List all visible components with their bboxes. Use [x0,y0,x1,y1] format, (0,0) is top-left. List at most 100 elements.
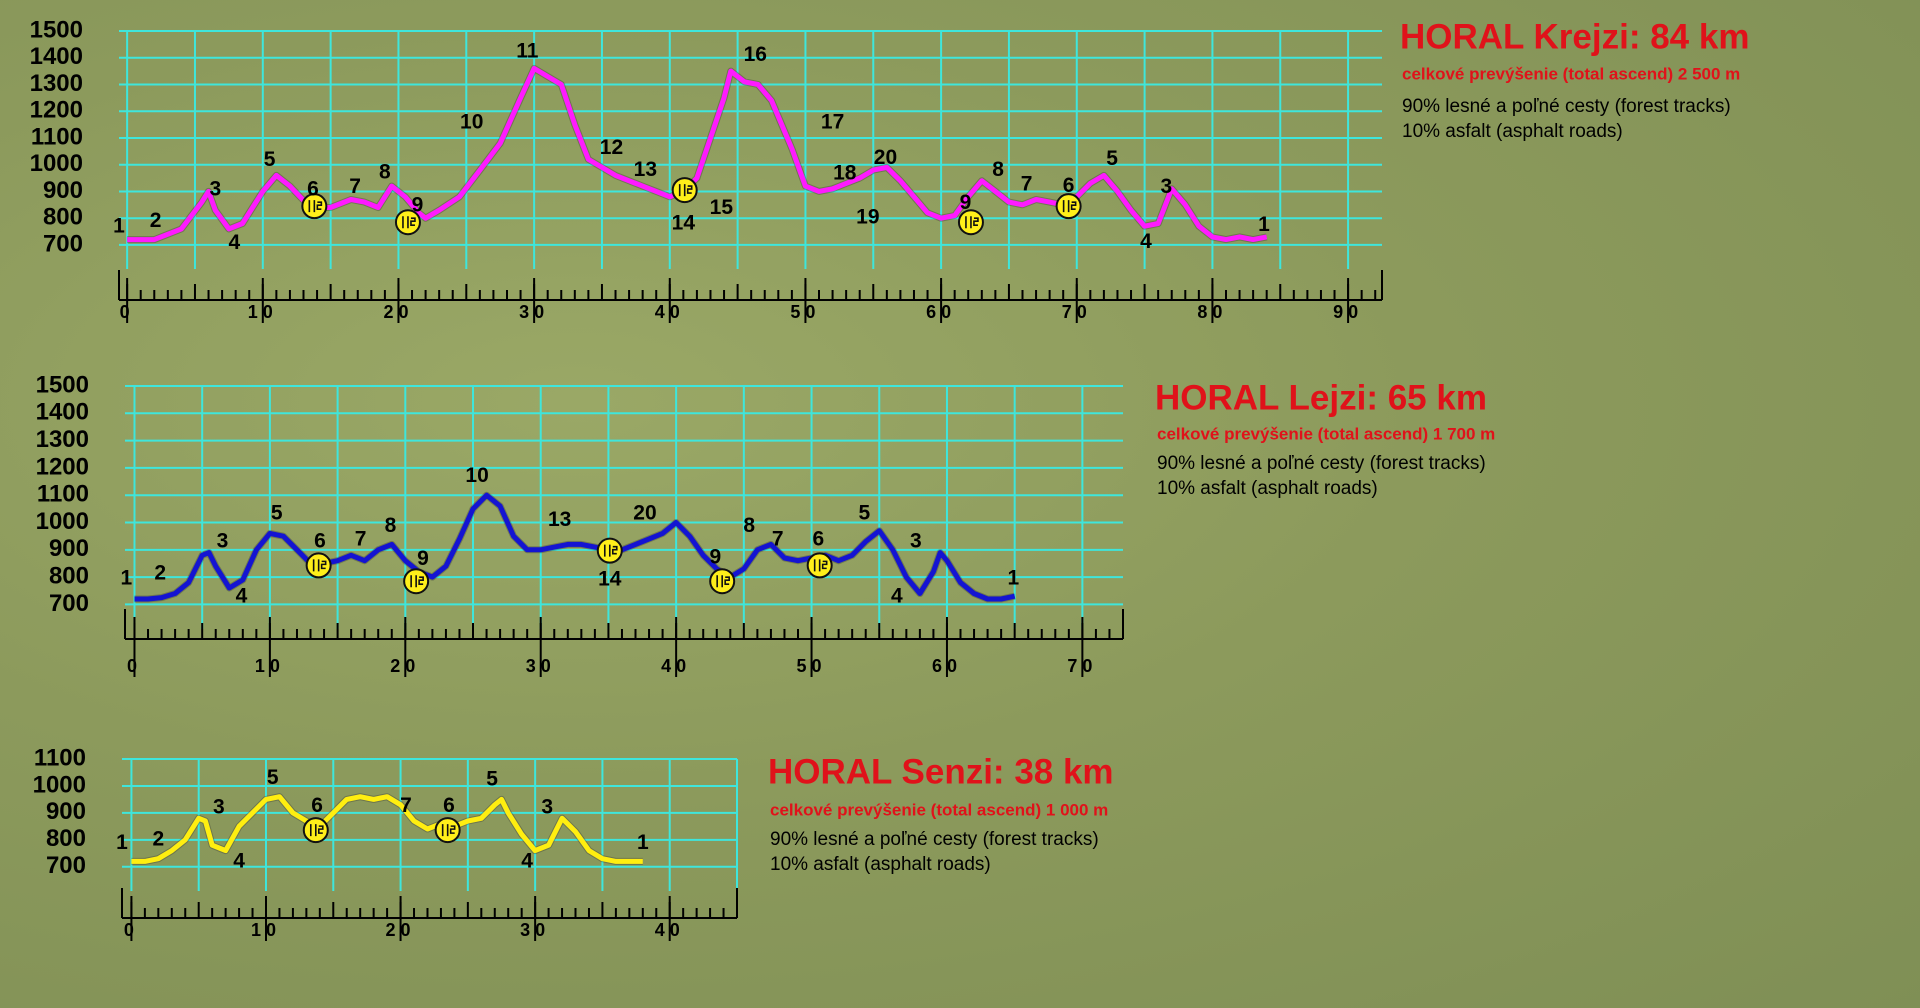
elevation-shadow [134,491,1016,603]
chart-subtitle: celkové prevýšenie (total ascend) 1 700 … [1157,424,1495,443]
checkpoint-label: 3 [213,796,225,819]
x-tick-label: 60 [932,656,962,676]
checkpoint-label: 1 [116,831,128,854]
checkpoint-label: 5 [267,766,279,789]
chart-note: 10% asfalt (asphalt roads) [1402,121,1623,142]
y-tick-label: 700 [49,590,89,617]
y-tick-label: 1100 [34,744,86,771]
checkpoint-label: 1 [121,566,133,589]
checkpoint-label: 13 [548,508,571,531]
x-tick-label: 40 [655,302,685,322]
checkpoint-label: 8 [992,158,1004,181]
checkpoint-label: 9 [417,547,429,570]
checkpoint-label: 4 [521,849,533,872]
station-icon [402,216,416,229]
checkpoint-label: 7 [400,794,412,817]
checkpoint-label: 7 [1021,173,1033,196]
y-tick-label: 1200 [30,97,83,124]
x-tick-label: 50 [790,302,820,322]
elevation-line [131,794,643,864]
checkpoint-label: 8 [743,514,755,537]
y-tick-label: 1300 [36,426,89,453]
chart-title: HORAL Senzi: 38 km [768,752,1114,791]
chart-title: HORAL Krejzi: 84 km [1400,17,1749,56]
checkpoint-label: 15 [710,196,734,219]
x-tick-label: 40 [661,656,691,676]
x-tick-label: 30 [520,920,550,940]
station-icon [716,575,730,588]
checkpoint-label: 12 [600,136,623,159]
checkpoint-label: 8 [379,160,391,183]
checkpoint-label: 4 [236,585,248,608]
checkpoint-label: 3 [910,530,922,553]
y-tick-label: 1200 [36,453,89,480]
checkpoint-label: 6 [812,527,824,550]
elevation-line [134,492,1016,602]
y-tick-label: 1400 [30,43,83,70]
x-tick-label: 20 [386,920,416,940]
x-tick-label: 20 [383,302,413,322]
checkpoint-label: 17 [821,110,844,133]
checkpoint-label: 6 [311,794,323,817]
chart-note: 90% lesné a poľné cesty (forest tracks) [770,829,1099,850]
checkpoint-label: 4 [233,849,245,872]
station-icon [1062,200,1077,213]
checkpoint-label: 3 [217,530,229,553]
checkpoint-label: 10 [460,110,483,133]
station-icon [441,824,456,837]
y-tick-label: 1300 [30,70,83,97]
checkpoint-label: 14 [598,568,622,591]
x-tick-label: 50 [797,656,827,676]
y-tick-label: 900 [43,177,83,204]
checkpoint-label: 3 [1160,175,1172,198]
checkpoint-label: 8 [385,514,397,537]
station-icon [410,575,424,588]
y-tick-label: 700 [46,852,86,879]
chart-note: 10% asfalt (asphalt roads) [770,854,991,875]
x-tick-label: 90 [1333,302,1363,322]
checkpoint-label: 7 [355,527,367,550]
checkpoint-label: 7 [349,175,361,198]
checkpoint-label: 11 [516,40,539,63]
checkpoint-label: 4 [891,585,903,608]
checkpoint-label: 1 [1258,213,1270,236]
station-icon [603,544,618,557]
checkpoint-label: 7 [772,527,784,550]
checkpoint-label: 1 [1007,566,1019,589]
x-tick-label: 30 [519,302,549,322]
y-tick-label: 1100 [31,123,83,150]
x-tick-label: 20 [390,656,420,676]
y-tick-label: 1000 [33,771,86,798]
y-tick-label: 800 [46,825,86,852]
checkpoint-label: 6 [307,178,319,201]
checkpoint-label: 1 [113,214,125,237]
y-tick-label: 1100 [37,481,89,508]
checkpoint-label: 5 [264,148,276,171]
y-tick-label: 900 [49,535,89,562]
checkpoint-label: 2 [152,827,164,850]
y-tick-label: 1000 [30,150,83,177]
x-tick-label: 80 [1197,302,1227,322]
x-tick-label: 30 [526,656,556,676]
chart-subtitle: celkové prevýšenie (total ascend) 1 000 … [770,800,1108,819]
checkpoint-label: 2 [154,561,166,584]
checkpoint-label: 3 [209,178,221,201]
checkpoint-label: 19 [856,206,879,229]
checkpoint-label: 10 [465,464,488,487]
checkpoint-label: 16 [744,43,767,66]
chart-title: HORAL Lejzi: 65 km [1155,378,1487,417]
checkpoint-label: 6 [443,794,455,817]
checkpoint-label: 4 [1140,230,1152,253]
checkpoint-label: 5 [859,502,871,525]
station-icon [813,559,828,572]
x-tick-label: 40 [655,920,685,940]
checkpoint-label: 13 [634,158,657,181]
checkpoint-label: 9 [710,546,722,569]
station-icon [309,824,324,837]
checkpoint-label: 20 [633,502,656,525]
checkpoint-label: 20 [874,146,897,169]
station-icon [312,559,327,572]
chart-note: 90% lesné a poľné cesty (forest tracks) [1402,96,1731,117]
checkpoint-label: 6 [314,530,326,553]
